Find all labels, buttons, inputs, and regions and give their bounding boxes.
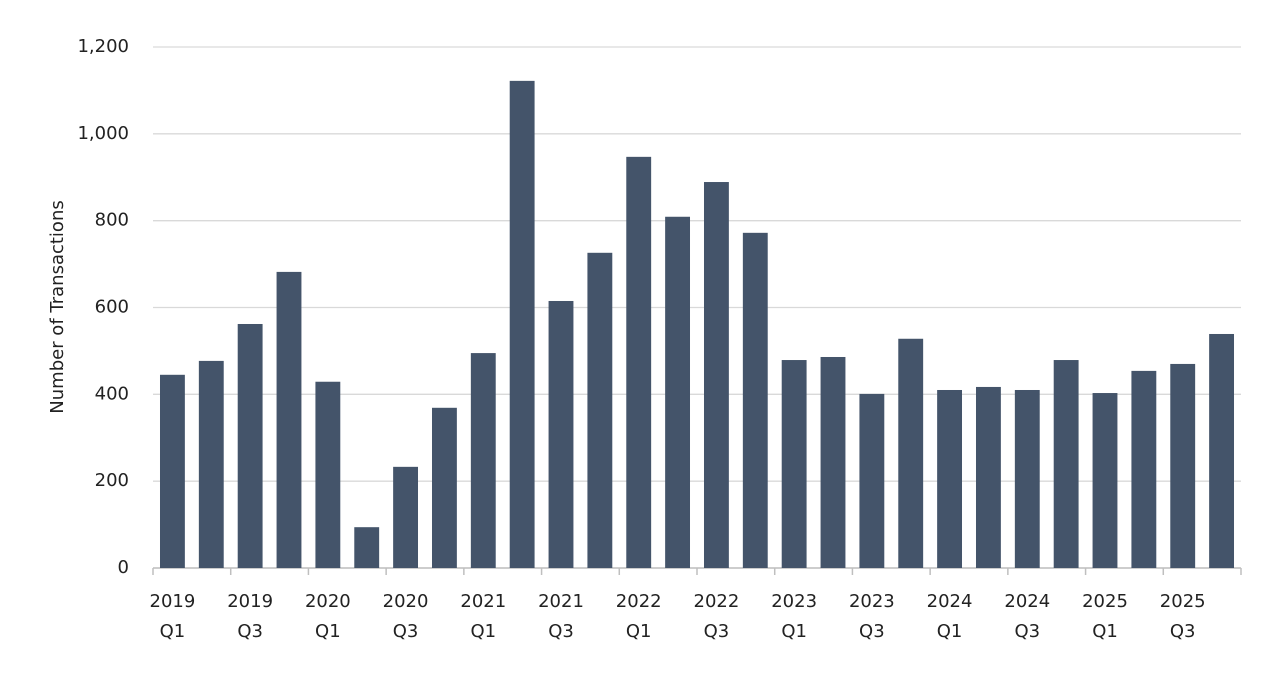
bar	[509, 80, 535, 569]
bar	[1209, 333, 1235, 568]
x-tick-label: 2020 Q1	[304, 591, 351, 642]
bar	[354, 527, 380, 568]
bar	[315, 381, 341, 568]
x-tick-label: 2021 Q3	[538, 591, 584, 642]
x-tick-label: 2021 Q1	[460, 591, 507, 642]
bar	[742, 232, 768, 568]
x-tick-label: 2024 Q3	[1004, 591, 1051, 642]
x-tick-label: 2019 Q3	[227, 591, 274, 642]
bar	[820, 356, 846, 568]
bar	[237, 323, 263, 568]
bar	[548, 300, 574, 568]
bar	[937, 389, 963, 568]
bar	[1053, 360, 1079, 568]
x-tick-label: 2025 Q3	[1159, 591, 1206, 642]
y-tick-label: 200	[95, 470, 129, 491]
x-tick-label: 2024 Q1	[926, 591, 973, 642]
x-tick-label: 2019 Q1	[149, 591, 196, 642]
x-tick-label: 2022 Q1	[615, 591, 662, 642]
bar	[276, 271, 302, 568]
bar	[703, 182, 729, 569]
x-tick-label: 2022 Q3	[693, 591, 740, 642]
bar	[1170, 363, 1196, 568]
bar	[1014, 389, 1040, 568]
y-tick-label: 1,000	[77, 123, 129, 144]
x-tick-label: 2023 Q3	[848, 591, 895, 642]
bar	[781, 360, 807, 568]
bar	[1131, 370, 1157, 568]
bar	[198, 360, 224, 568]
y-tick-label: 0	[118, 557, 129, 578]
bar	[626, 156, 652, 568]
bar	[587, 252, 613, 569]
y-tick-label: 400	[95, 383, 129, 404]
bar	[898, 338, 924, 568]
y-tick-label: 800	[95, 210, 129, 231]
bar	[159, 374, 185, 568]
bar	[859, 393, 885, 568]
bar	[665, 216, 691, 569]
x-tick-label: 2025 Q1	[1082, 591, 1128, 642]
bar	[975, 386, 1001, 568]
y-tick-label: 1,200	[77, 36, 129, 57]
x-tick-label: 2023 Q1	[771, 591, 818, 642]
x-tick-label: 2020 Q3	[382, 591, 429, 642]
y-tick-label: 600	[95, 297, 129, 318]
bar	[431, 407, 457, 568]
bar	[1092, 393, 1118, 568]
bar	[470, 353, 496, 568]
bar	[393, 466, 419, 568]
y-axis-label: Number of Transactions	[47, 200, 68, 413]
